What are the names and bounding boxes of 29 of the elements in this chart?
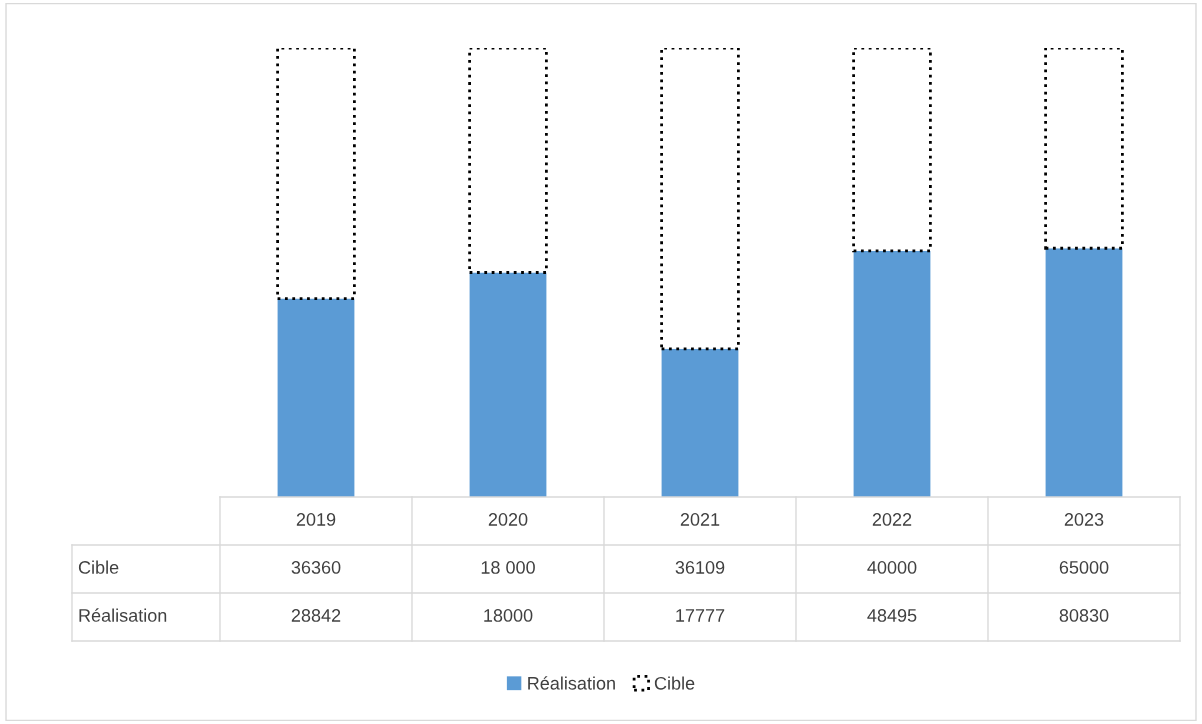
x-tick-label: 2021 — [680, 513, 720, 526]
x-tick-label: 2019 — [296, 513, 336, 526]
x-tick-label: 2023 — [1064, 513, 1104, 526]
text: Réalisation — [79, 608, 167, 622]
bar — [853, 250, 931, 497]
text: 17777 — [676, 609, 725, 622]
text: 18000 — [484, 609, 533, 622]
x-tick-label: 2020 — [488, 513, 528, 526]
bar — [1044, 48, 1124, 250]
bar — [660, 48, 740, 351]
text: 28842 — [291, 609, 341, 622]
bar — [661, 348, 739, 497]
bar — [1045, 248, 1123, 497]
text: 36109 — [675, 561, 725, 574]
text: 48495 — [867, 609, 917, 622]
text: 36360 — [291, 561, 341, 574]
bar — [469, 272, 547, 497]
bar — [468, 48, 548, 274]
text: 40000 — [867, 561, 917, 574]
legend-label: Réalisation — [528, 676, 615, 690]
bar — [277, 298, 355, 497]
text: 18 000 — [481, 561, 535, 574]
text: 65000 — [1059, 561, 1109, 574]
bar — [276, 48, 356, 300]
text: Cible — [78, 560, 119, 574]
x-tick-label: 2022 — [872, 513, 912, 526]
text: 80830 — [1059, 609, 1109, 622]
legend-label: Cible — [654, 676, 695, 690]
bar — [852, 48, 932, 253]
